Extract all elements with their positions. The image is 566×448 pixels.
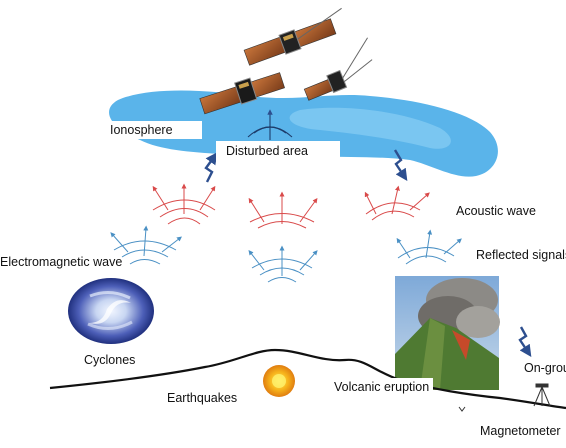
ionosphere-highlight <box>289 107 451 149</box>
em-wave-left <box>110 225 182 265</box>
volcano-photo <box>395 276 500 390</box>
acoustic-wave-right <box>364 185 430 221</box>
ground-line <box>49 348 566 410</box>
small-marker <box>458 406 466 412</box>
satellite-icon <box>199 72 285 115</box>
electromagnetic-wave-label: Electromagnetic wave <box>0 255 123 269</box>
disturbed-area-waves <box>247 109 293 140</box>
reflected-signals-label: Reflected signals <box>476 248 566 262</box>
upward-squiggle-arrow <box>204 152 218 183</box>
em-wave-center <box>248 245 318 283</box>
ionosphere-label: Ionosphere <box>104 121 202 139</box>
cyclone-image <box>68 278 154 344</box>
ground-squiggle-arrow <box>518 326 532 357</box>
earthquake-sun-icon <box>263 365 295 397</box>
cyclones-label: Cyclones <box>84 353 136 367</box>
volcanic-eruption-label: Volcanic eruption <box>330 378 434 397</box>
on-ground-label: On-grou <box>524 361 566 375</box>
satellite-icon <box>303 37 373 101</box>
acoustic-wave-left <box>152 183 216 225</box>
tripod-icon <box>533 383 551 407</box>
disturbed-area-label: Disturbed area <box>216 141 340 161</box>
acoustic-wave-label: Acoustic wave <box>456 204 536 218</box>
downward-squiggle-arrow <box>393 149 408 181</box>
em-wave-right <box>396 229 462 265</box>
acoustic-wave-center <box>248 191 318 229</box>
magnetometer-label: Magnetometer <box>480 424 561 438</box>
earthquakes-label: Earthquakes <box>167 391 238 405</box>
satellite-icon <box>243 7 342 66</box>
